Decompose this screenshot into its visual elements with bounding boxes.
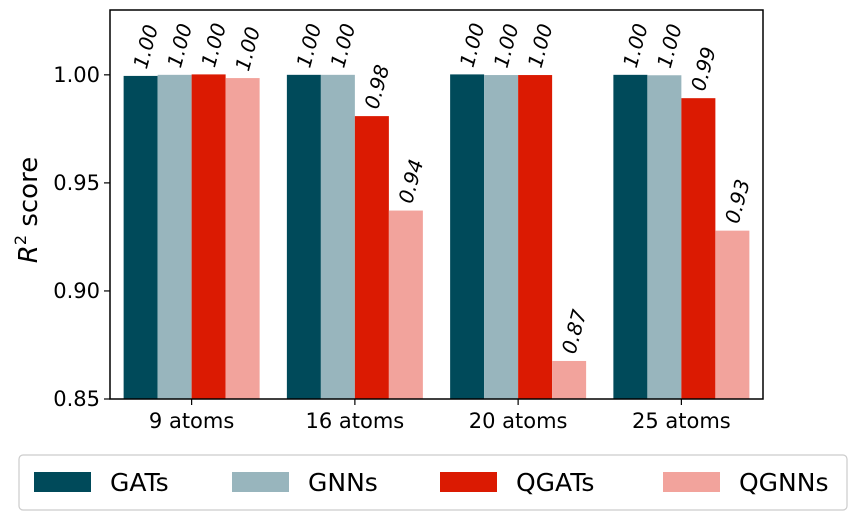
bar-gnns-3 [484,75,519,400]
data-label-gats-1: 1.00 [128,22,163,71]
data-label-gats-2: 1.00 [292,21,327,70]
bars-group [123,74,750,400]
bar-gnns-2 [320,74,355,399]
legend-label-qgnns: QGNNs [739,468,828,497]
plot-frame [109,9,764,400]
bar-qgats-2 [354,116,389,399]
bar-gats-1 [123,75,158,400]
bar-qgnns-2 [388,210,423,399]
bar-gnns-1 [157,74,192,399]
bar-gats-3 [450,74,485,399]
x-axis-ticks: 9 atoms 16 atoms 20 atoms 25 atoms [149,399,731,433]
data-label-gats-4: 1.00 [618,21,653,70]
y-tick-label: 0.85 [53,387,100,411]
data-label-qgats-2: 0.98 [360,62,395,111]
data-label-qgnns-4: 0.93 [720,177,755,226]
bar-qgnns-3 [552,360,587,399]
legend-swatch-qgnns [663,472,720,492]
data-label-qgnns-3: 0.87 [557,307,592,356]
data-label-qgats-4: 0.99 [686,44,721,93]
x-tick-label: 20 atoms [469,409,568,433]
bar-gats-2 [286,74,321,399]
bar-qgnns-4 [715,230,750,399]
bar-qgats-1 [191,74,226,399]
bar-gnns-4 [647,75,682,399]
y-axis-label-base: R [14,245,44,263]
bar-qgnns-1 [225,78,260,399]
bar-qgats-3 [518,75,553,400]
data-label-gnns-3: 1.00 [489,21,524,70]
x-tick-label: 25 atoms [632,409,731,433]
legend-swatch-gnns [232,472,289,492]
y-axis-label: R2 score [11,157,44,263]
data-label-gnns-1: 1.00 [162,21,197,70]
y-tick-label: 0.95 [53,171,100,195]
legend-label-qgats: QGATs [516,468,594,497]
y-axis-label-superscript: 2 [11,235,30,245]
legend-swatch-qgats [440,472,497,492]
data-label-gnns-2: 1.00 [326,21,361,70]
data-label-gats-3: 1.00 [455,20,490,69]
y-tick-label: 0.90 [53,279,100,303]
bar-qgats-4 [681,98,716,399]
legend-box [18,454,848,511]
data-label-qgnns-1: 1.00 [230,24,265,73]
y-axis-ticks: 0.85 0.90 0.95 1.00 [53,63,110,411]
legend: GATs GNNs QGATs QGNNs [18,454,848,511]
data-label-qgats-1: 1.00 [196,20,231,69]
legend-label-gats: GATs [110,468,169,497]
data-label-gnns-4: 1.00 [652,21,687,70]
data-label-qgnns-2: 0.94 [394,157,429,206]
data-label-qgats-3: 1.00 [523,21,558,70]
legend-swatch-gats [34,472,91,492]
x-tick-label: 16 atoms [306,409,405,433]
y-tick-label: 1.00 [53,63,100,87]
x-tick-label: 9 atoms [149,409,234,433]
bar-gats-4 [613,74,648,399]
y-axis-label-rest: score [14,157,44,235]
legend-label-gnns: GNNs [308,468,378,497]
